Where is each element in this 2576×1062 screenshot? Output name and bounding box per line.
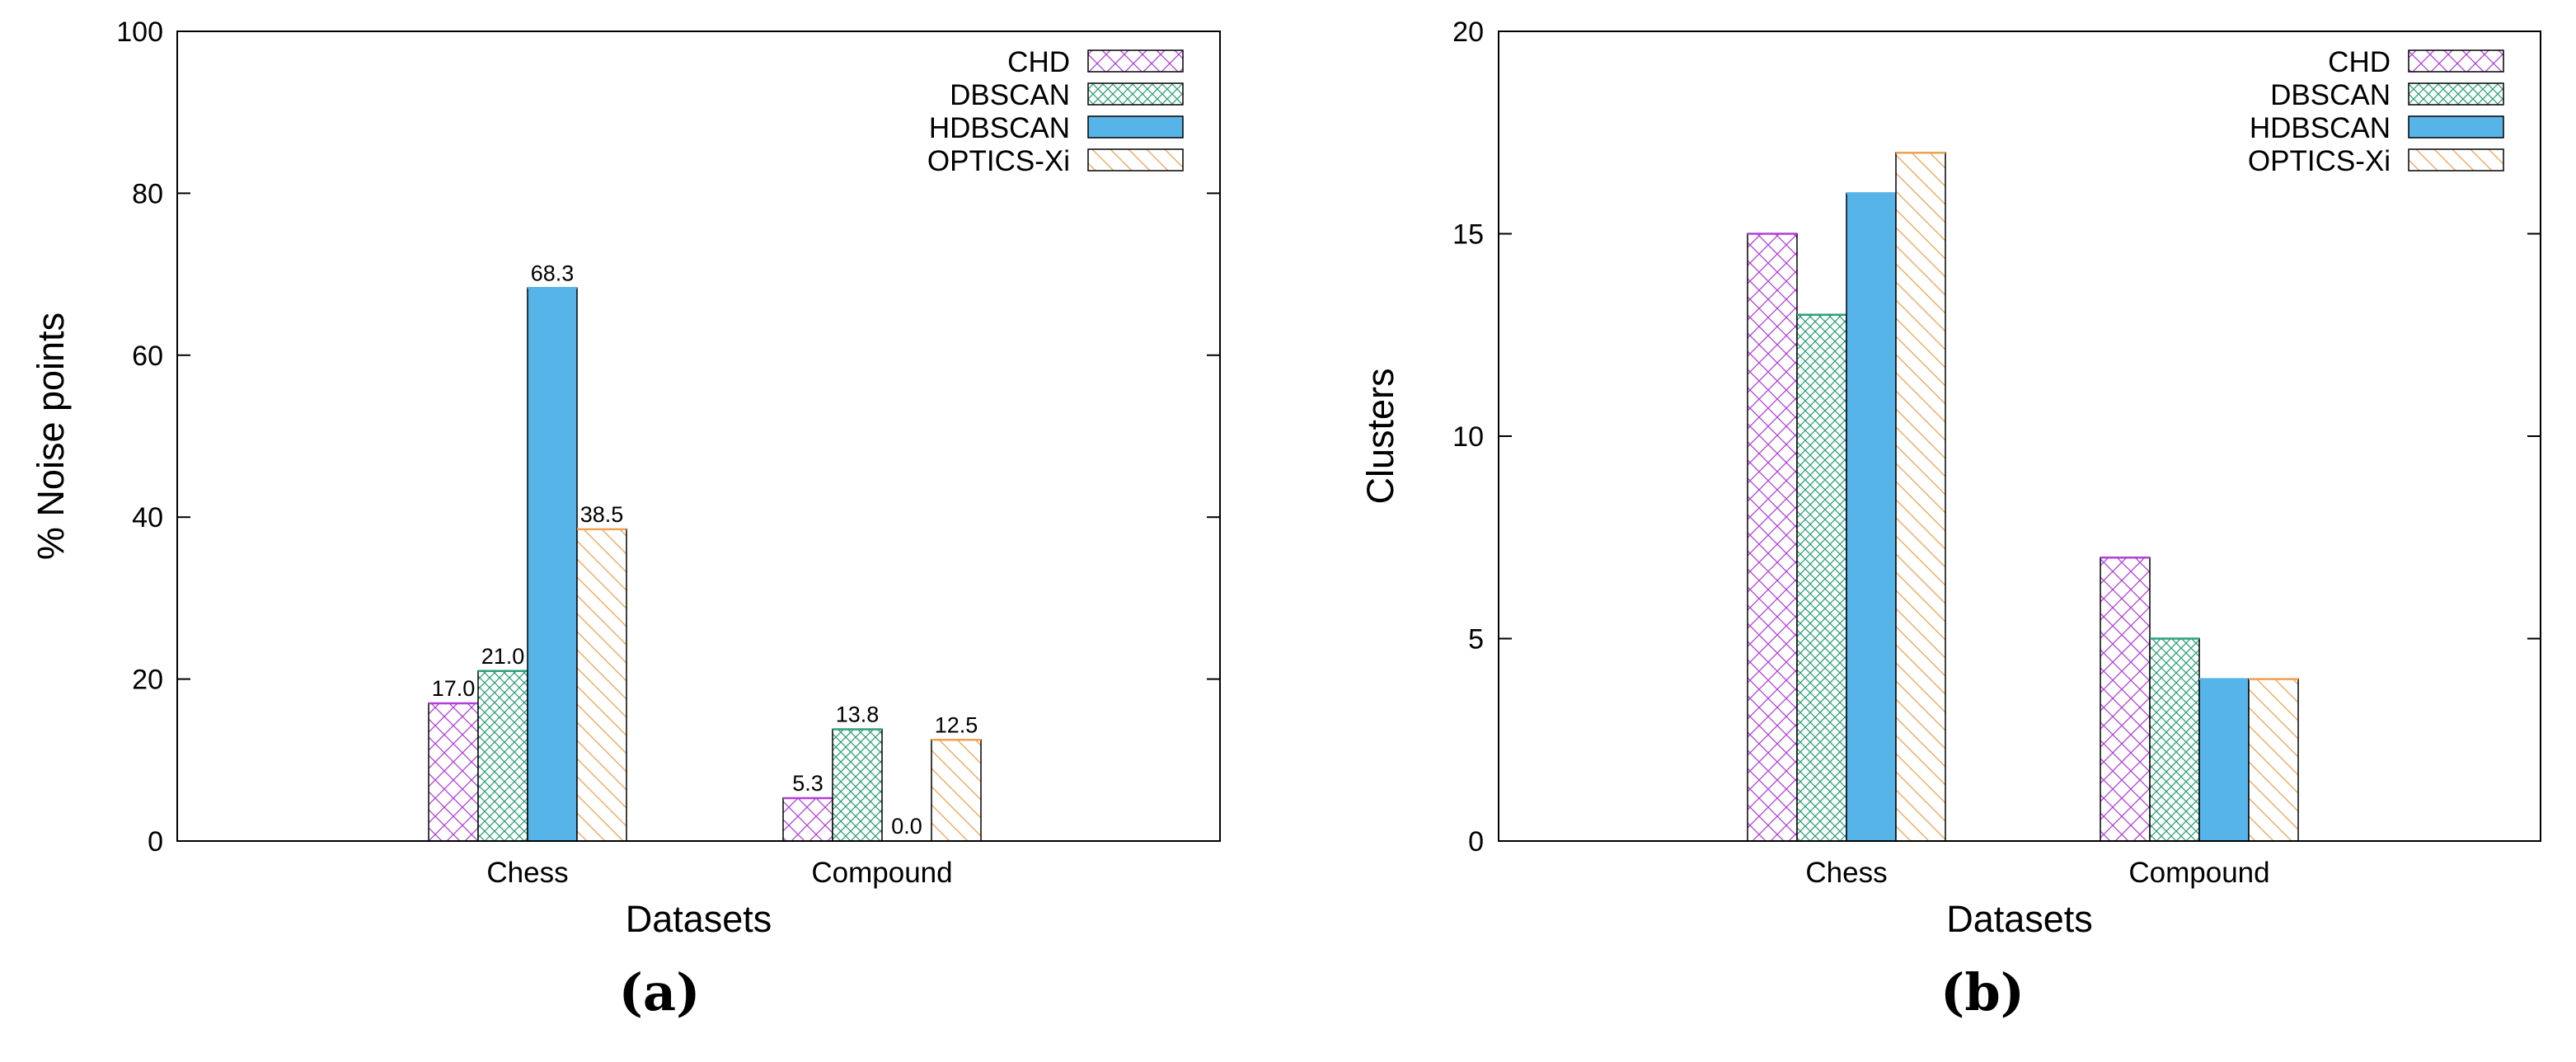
bar-chd-compound	[782, 797, 833, 842]
y-tick-label: 60	[132, 341, 163, 372]
legend-swatch-hdbscan	[1087, 115, 1184, 139]
plot-frame	[176, 31, 1221, 842]
y-tick-label: 10	[1452, 421, 1484, 453]
data-label: 68.3	[531, 261, 575, 285]
y-axis-label: Clusters	[1359, 368, 1401, 504]
data-label: 0.0	[891, 814, 922, 839]
data-label: 17.0	[432, 676, 476, 701]
legend-swatch-optics-xi	[1087, 148, 1184, 172]
bar-dbscan-compound	[2149, 637, 2200, 842]
legend-swatch-dbscan	[2408, 82, 2504, 106]
bar-dbscan-chess	[1796, 313, 1847, 842]
y-tick-label: 20	[1452, 16, 1484, 48]
data-label: 38.5	[580, 502, 624, 527]
y-tick-label: 100	[116, 16, 163, 48]
y-tick-label: 40	[132, 502, 163, 533]
chart-panel-2: 0 5 10 15 20 Chess Compound Datasets Clusters CHD…	[1359, 16, 2541, 1022]
bar-hdbscan-chess	[527, 287, 578, 842]
bar-optics-xi-chess	[1895, 152, 1946, 842]
legend-label: CHD	[1007, 46, 1070, 78]
bar-dbscan-chess	[477, 670, 528, 842]
legend-swatch-chd	[1087, 49, 1184, 73]
legend-label: OPTICS-Xi	[2248, 145, 2391, 177]
x-tick-label: Chess	[1805, 857, 1887, 889]
y-tick-label: 5	[1468, 624, 1484, 656]
chart-panel-1: 17.0 5.3 21.0 13.8 68.3 0.0 38.5 12.5 0 20 40 60 80 1…	[30, 16, 1221, 1022]
bar-hdbscan-chess	[1846, 192, 1897, 842]
data-label: 12.5	[935, 712, 978, 737]
legend-label: DBSCAN	[2270, 79, 2391, 111]
bar-optics-xi-compound	[931, 739, 982, 842]
legend-label: DBSCAN	[950, 79, 1070, 111]
legend-label: CHD	[2328, 46, 2391, 78]
bar-dbscan-compound	[832, 728, 883, 842]
legend-label: HDBSCAN	[929, 112, 1070, 144]
legend-swatch-optics-xi	[2408, 148, 2504, 172]
legend-label: HDBSCAN	[2250, 112, 2391, 144]
x-axis-label: Datasets	[626, 898, 772, 940]
bar-chd-compound	[2100, 557, 2151, 842]
y-tick-label: 20	[132, 665, 163, 696]
data-label: 21.0	[481, 644, 525, 669]
bar-hdbscan-compound	[2198, 678, 2250, 842]
data-label: 13.8	[836, 702, 880, 726]
bar-optics-xi-compound	[2248, 678, 2299, 842]
bar-optics-xi-chess	[576, 529, 627, 842]
x-tick-label: Compound	[811, 857, 952, 889]
legend-swatch-dbscan	[1087, 82, 1184, 106]
y-tick-label: 15	[1452, 219, 1484, 251]
y-tick-label: 0	[148, 826, 163, 858]
x-tick-label: Chess	[486, 857, 568, 889]
legend-swatch-hdbscan	[2408, 115, 2504, 139]
bar-chd-chess	[428, 703, 479, 842]
x-tick-label: Compound	[2128, 857, 2269, 889]
x-axis-label: Datasets	[1946, 898, 2093, 940]
data-label: 5.3	[792, 771, 823, 796]
legend-label: OPTICS-Xi	[927, 145, 1070, 177]
y-tick-label: 0	[1468, 826, 1484, 858]
panel-caption: (a)	[619, 962, 701, 1022]
y-axis-label: % Noise points	[30, 312, 72, 560]
bar-chd-chess	[1747, 233, 1798, 842]
y-tick-label: 80	[132, 178, 163, 209]
panel-caption: (b)	[1940, 962, 2025, 1022]
legend-swatch-chd	[2408, 49, 2504, 73]
